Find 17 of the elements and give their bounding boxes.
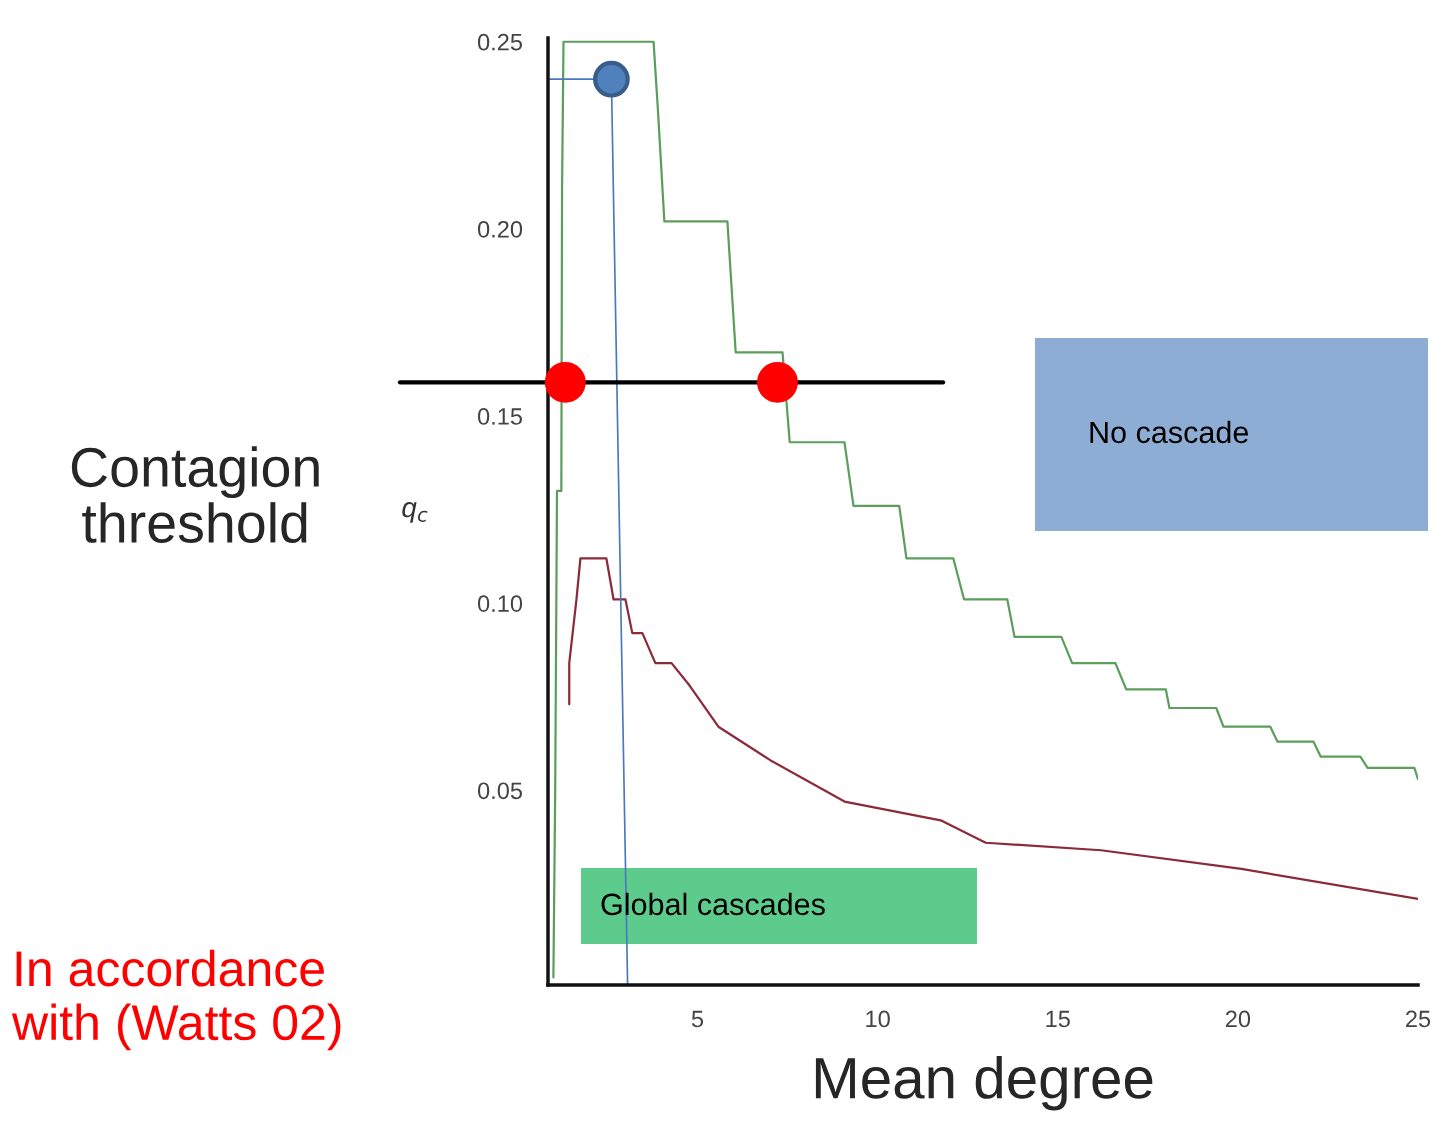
annotation: Global cascades: [601, 892, 825, 916]
line-series: [552, 40, 1418, 979]
text: q$_{c}$: [402, 502, 428, 523]
x-tick-label: 20: [1225, 1010, 1251, 1028]
y-tick-label: 0.05: [477, 782, 523, 800]
y-tick-label: 0.20: [477, 220, 523, 238]
x-tick-label: 15: [1046, 1010, 1070, 1028]
y-tick-label: 0.15: [477, 408, 523, 425]
x-tick-label: 10: [866, 1010, 890, 1028]
text: In accordance with (Watts 02): [11, 949, 341, 1051]
x-axis-title: Mean degree: [815, 1056, 1153, 1111]
x-tick-label: 25: [1406, 1010, 1431, 1028]
y-tick-label: 0.10: [477, 595, 523, 612]
x-tick-label: 5: [691, 1010, 704, 1028]
y-axis-title: Contagion threshold: [71, 446, 319, 543]
y-tick-label: 0.25: [477, 33, 523, 51]
annotation: No cascade: [1090, 420, 1248, 444]
